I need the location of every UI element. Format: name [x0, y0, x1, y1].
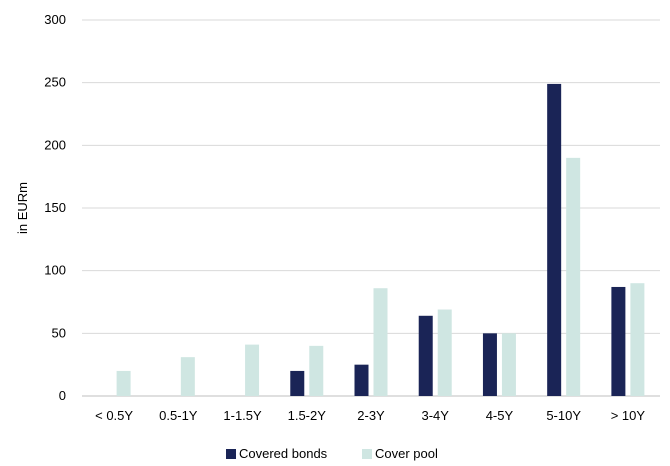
x-tick-label: 1-1.5Y — [223, 408, 262, 423]
y-tick-label: 200 — [44, 137, 66, 152]
legend-swatch-cover-pool — [362, 449, 372, 459]
y-tick-label: 250 — [44, 75, 66, 90]
legend-swatch-covered-bonds — [226, 449, 236, 459]
x-tick-label: 3-4Y — [421, 408, 449, 423]
x-tick-label: 2-3Y — [357, 408, 385, 423]
x-tick-label: 1.5-2Y — [288, 408, 327, 423]
x-tick-label: 0.5-1Y — [159, 408, 198, 423]
bar-cover-pool — [245, 344, 260, 396]
y-tick-label: 100 — [44, 263, 66, 278]
x-tick-label: > 10Y — [611, 408, 646, 423]
bar-covered-bonds — [611, 286, 626, 396]
bars — [116, 83, 645, 397]
bar-covered-bonds — [547, 83, 562, 397]
legend-label-covered-bonds: Covered bonds — [239, 446, 328, 461]
bar-cover-pool — [501, 333, 516, 396]
bar-cover-pool — [309, 345, 324, 396]
y-tick-label: 300 — [44, 12, 66, 27]
y-axis-title: in EURm — [15, 182, 30, 234]
y-tick-label: 150 — [44, 200, 66, 215]
gridlines — [82, 19, 660, 397]
bar-covered-bonds — [482, 333, 497, 396]
bar-cover-pool — [373, 288, 388, 396]
y-tick-label: 0 — [59, 388, 66, 403]
bar-cover-pool — [180, 357, 195, 396]
x-tick-label: < 0.5Y — [95, 408, 133, 423]
x-tick-label: 5-10Y — [546, 408, 581, 423]
bar-cover-pool — [566, 157, 581, 396]
bar-covered-bonds — [418, 315, 433, 396]
bar-covered-bonds — [354, 364, 369, 396]
legend: Covered bonds Cover pool — [226, 446, 438, 461]
bar-cover-pool — [116, 370, 131, 396]
x-axis-tick-labels: < 0.5Y 0.5-1Y 1-1.5Y 1.5-2Y 2-3Y 3-4Y 4-5Y 5-10… — [95, 408, 645, 423]
bar-covered-bonds — [290, 370, 305, 396]
legend-label-cover-pool: Cover pool — [375, 446, 438, 461]
bar-cover-pool — [630, 283, 645, 396]
x-tick-label: 4-5Y — [486, 408, 514, 423]
y-axis-tick-labels: 0 50 100 150 200 250 300 — [44, 12, 66, 403]
bar-cover-pool — [437, 309, 452, 396]
y-tick-label: 50 — [52, 325, 66, 340]
